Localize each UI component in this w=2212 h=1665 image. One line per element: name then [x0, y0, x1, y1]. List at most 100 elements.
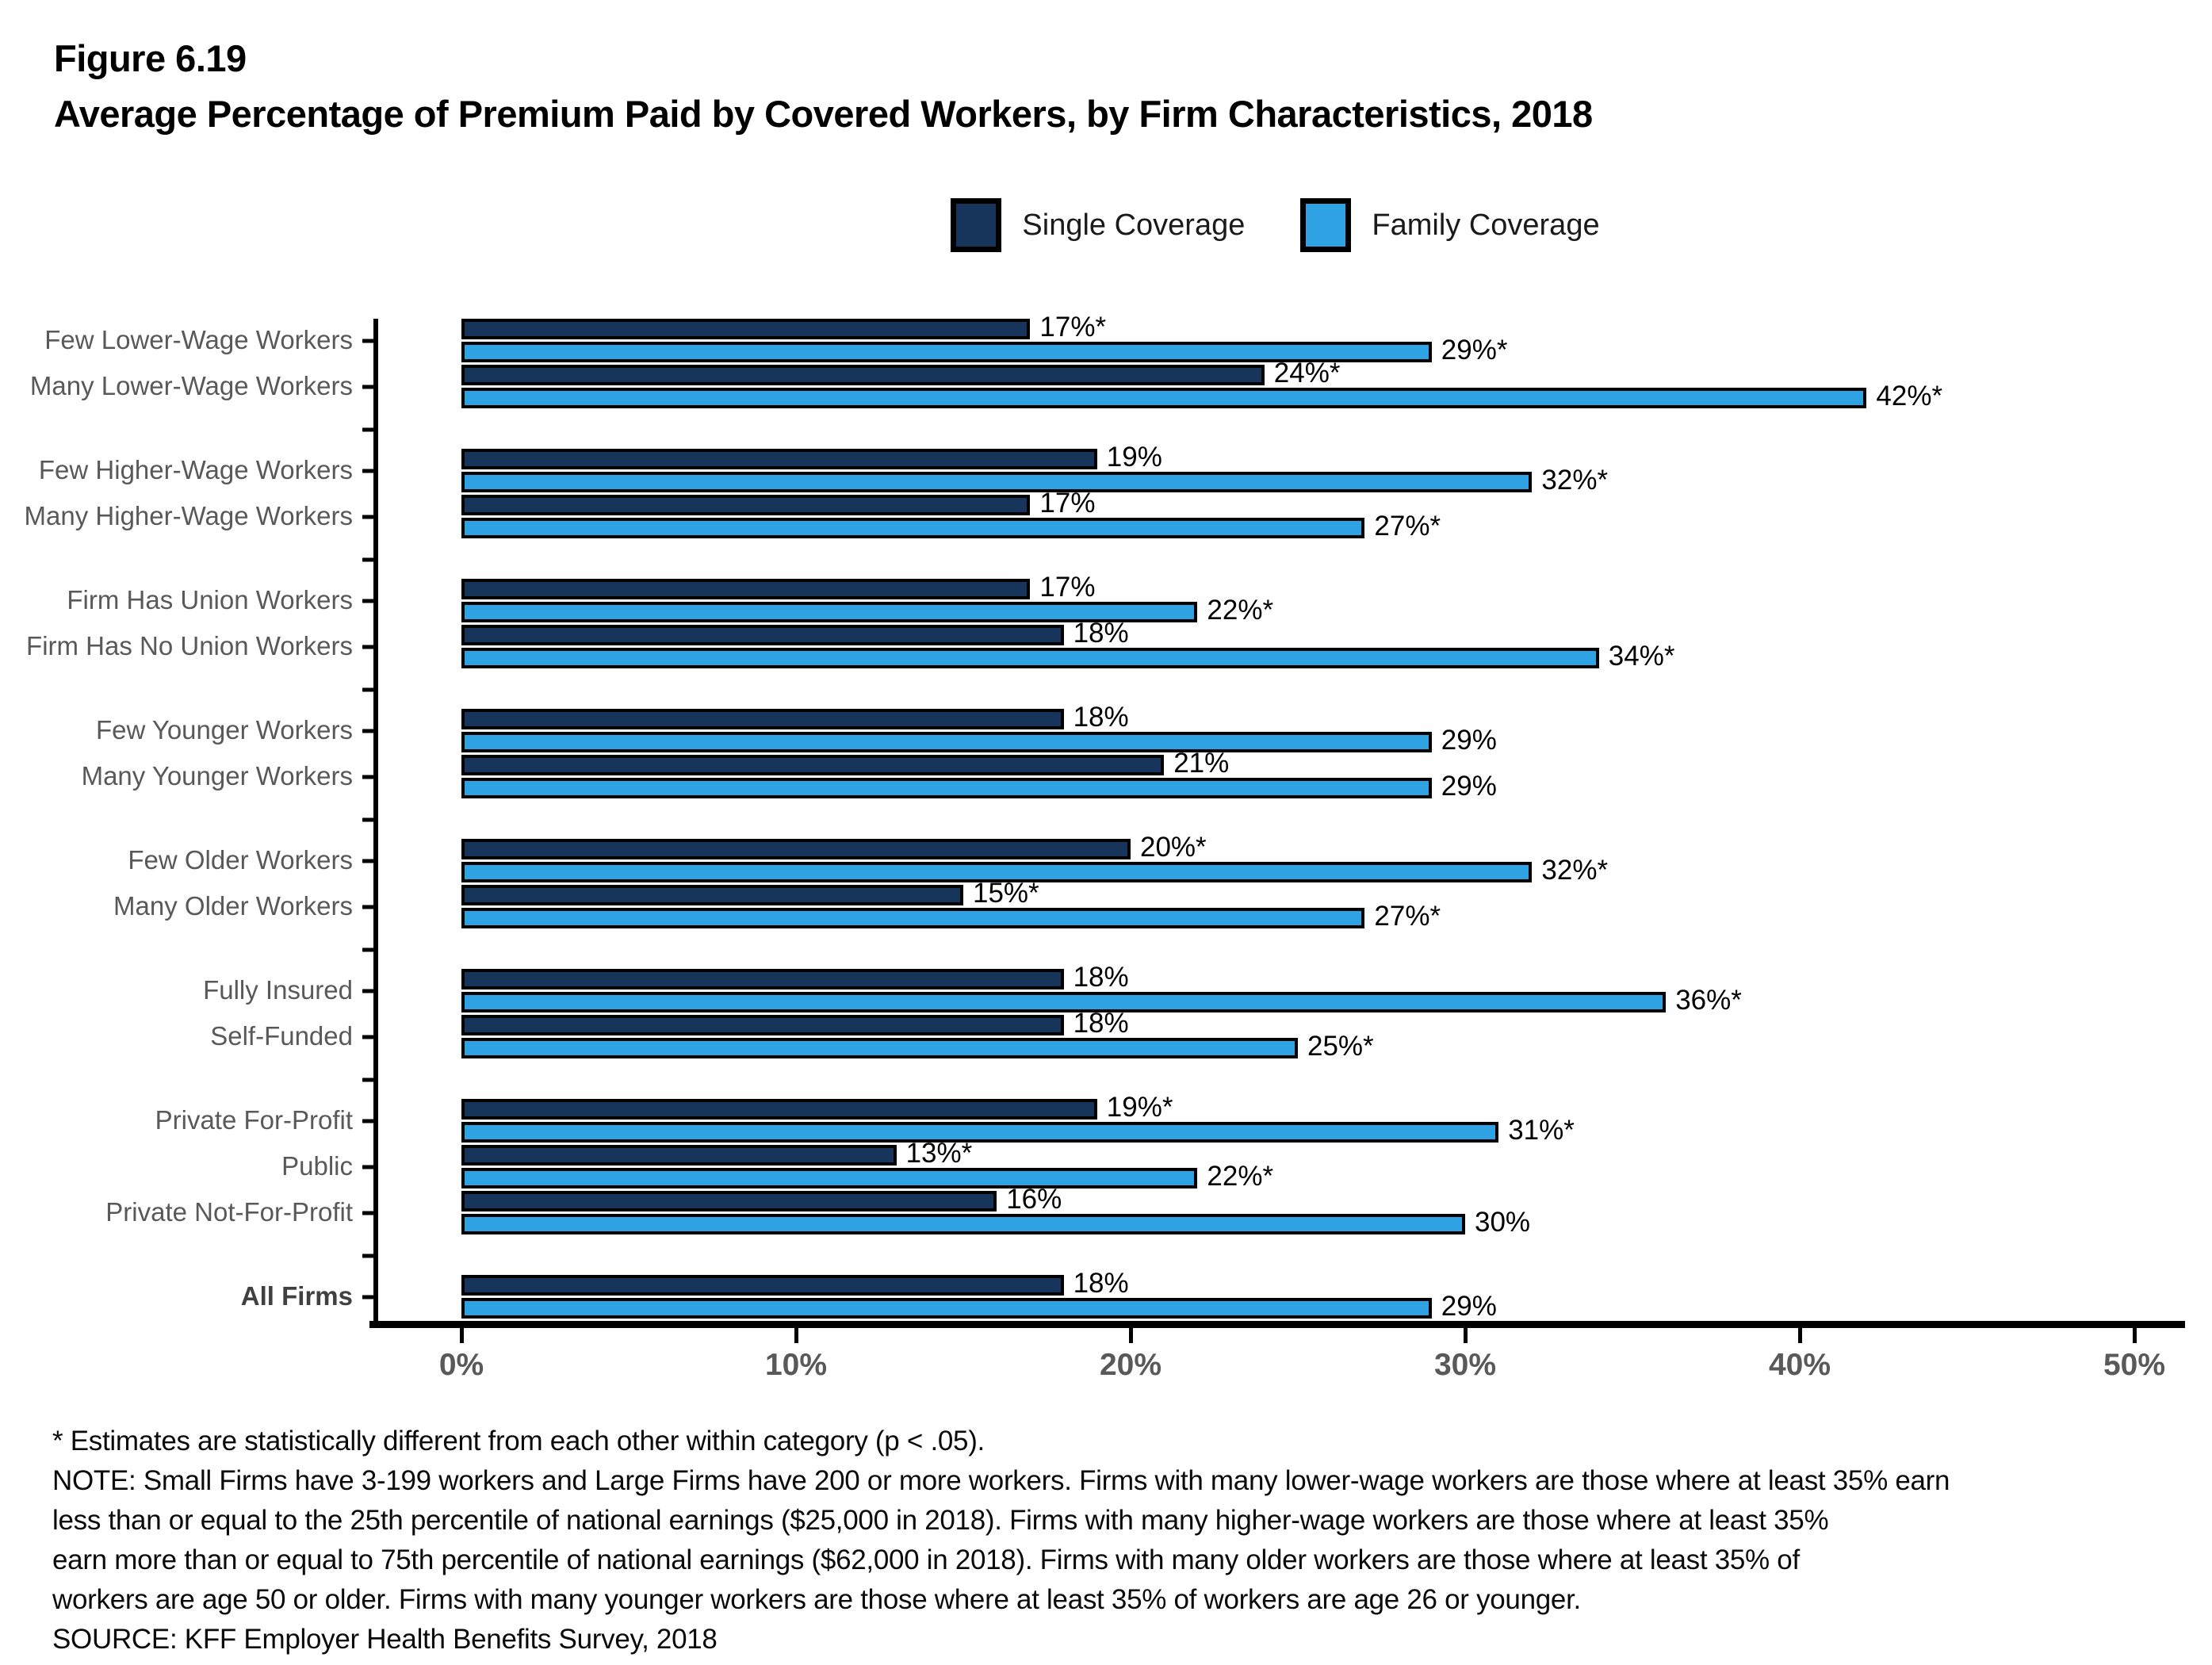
- value-label: 27%*: [1374, 511, 1441, 542]
- single-coverage-bar: [461, 1275, 1064, 1296]
- family-coverage-bar: [461, 1298, 1432, 1319]
- family-coverage-bar: [461, 602, 1198, 622]
- category-row: Few Younger Workers 18% 29%: [0, 702, 2212, 756]
- x-axis-tick: [1464, 1328, 1468, 1343]
- bar-row: 16%: [461, 1184, 1530, 1215]
- category-bars: 18% 29%: [378, 702, 1497, 756]
- bar-row: 22%*: [461, 595, 1273, 626]
- category-label: Few Higher-Wage Workers: [38, 455, 353, 485]
- category-label: Public: [281, 1151, 353, 1181]
- value-label: 25%*: [1307, 1031, 1374, 1062]
- x-axis-tick-label: 30%: [1433, 1348, 1497, 1382]
- family-coverage-bar: [461, 778, 1432, 798]
- value-label: 17%*: [1039, 312, 1107, 343]
- single-coverage-bar: [461, 495, 1031, 515]
- value-label: 36%*: [1675, 985, 1742, 1016]
- figure-title: Average Percentage of Premium Paid by Co…: [54, 93, 1593, 135]
- single-coverage-bar: [461, 625, 1064, 645]
- value-label: 18%: [1073, 618, 1129, 649]
- single-coverage-bar: [461, 839, 1131, 859]
- value-label: 18%: [1073, 1008, 1129, 1039]
- category-row: Public 13%* 22%*: [0, 1138, 2212, 1192]
- footnote-note-line: workers are age 50 or older. Firms with …: [52, 1584, 1581, 1615]
- value-label: 34%*: [1608, 641, 1675, 672]
- y-axis-line: [373, 319, 378, 1321]
- footnote-asterisk-line: * Estimates are statistically different …: [52, 1426, 985, 1456]
- value-label: 19%: [1106, 442, 1162, 473]
- value-label: 18%: [1073, 702, 1129, 733]
- group-gap: [0, 1061, 2212, 1099]
- value-label: 42%*: [1876, 381, 1943, 411]
- y-axis-tick: [362, 645, 373, 649]
- category-label: Few Younger Workers: [95, 715, 353, 745]
- y-axis-tick: [362, 905, 373, 909]
- category-bars: 20%* 32%*: [378, 832, 1608, 886]
- value-label: 22%*: [1207, 1161, 1274, 1192]
- footnote-note-line: earn more than or equal to 75th percenti…: [52, 1544, 1800, 1575]
- footnote-note-line: less than or equal to the 25th percentil…: [52, 1505, 1829, 1536]
- value-label: 17%: [1039, 488, 1096, 519]
- value-label: 20%*: [1140, 832, 1207, 863]
- bar-row: 19%: [461, 442, 1608, 473]
- category-bars: 19% 32%*: [378, 442, 1608, 496]
- value-label: 24%*: [1273, 358, 1341, 388]
- group-gap: [0, 1237, 2212, 1275]
- category-row: Many Lower-Wage Workers 24%* 42%*: [0, 358, 2212, 411]
- bar-row: 34%*: [461, 641, 1674, 672]
- value-label: 19%*: [1106, 1092, 1173, 1123]
- family-coverage-bar: [461, 908, 1365, 928]
- category-bars: 18% 29%: [378, 1268, 1497, 1322]
- value-label: 15%*: [973, 878, 1039, 909]
- category-bars: 17% 22%*: [378, 572, 1273, 626]
- value-label: 30%: [1475, 1207, 1531, 1238]
- single-coverage-bar: [461, 1015, 1064, 1035]
- category-label: Private For-Profit: [155, 1105, 353, 1135]
- single-coverage-bar: [461, 579, 1031, 599]
- y-axis-tick: [362, 1211, 373, 1215]
- y-axis-tick: [362, 1119, 373, 1123]
- family-coverage-bar: [461, 1122, 1499, 1143]
- bar-row: 18%: [461, 1008, 1374, 1039]
- legend-label: Single Coverage: [1022, 208, 1246, 242]
- category-label: Many Younger Workers: [81, 761, 353, 791]
- bar-row: 29%: [461, 1291, 1497, 1322]
- bar-row: 29%: [461, 771, 1497, 802]
- bar-row: 18%: [461, 962, 1742, 993]
- family-coverage-bar: [461, 518, 1365, 538]
- category-bars: 16% 30%: [378, 1184, 1530, 1238]
- value-label: 18%: [1073, 1268, 1129, 1299]
- family-coverage-bar: [461, 732, 1432, 752]
- figure-number: Figure 6.19: [54, 37, 247, 79]
- value-label: 17%: [1039, 572, 1096, 603]
- category-row: Private Not-For-Profit 16% 30%: [0, 1184, 2212, 1238]
- category-bars: 17%* 29%*: [378, 312, 1507, 366]
- category-bars: 17% 27%*: [378, 488, 1441, 542]
- category-row: Many Younger Workers 21% 29%: [0, 748, 2212, 802]
- family-coverage-swatch: [1300, 198, 1352, 252]
- category-label: All Firms: [240, 1281, 353, 1311]
- category-row: Firm Has No Union Workers 18% 34%*: [0, 618, 2212, 672]
- single-coverage-bar: [461, 1191, 997, 1211]
- x-axis-tick-label: 50%: [2103, 1348, 2166, 1382]
- y-axis-tick: [362, 1295, 373, 1299]
- family-coverage-bar: [461, 862, 1533, 882]
- bar-row: 29%: [461, 725, 1497, 756]
- category-bars: 24%* 42%*: [378, 358, 1942, 411]
- legend-item-single-coverage: Single Coverage: [951, 198, 1245, 252]
- bar-row: 27%*: [461, 901, 1441, 932]
- category-label: Few Lower-Wage Workers: [44, 325, 353, 355]
- value-label: 29%: [1441, 725, 1497, 756]
- group-gap: [0, 671, 2212, 709]
- family-coverage-bar: [461, 1214, 1465, 1234]
- bar-row: 17%: [461, 488, 1441, 519]
- y-axis-tick: [362, 687, 373, 692]
- family-coverage-bar: [461, 648, 1599, 668]
- bar-row: 29%*: [461, 335, 1507, 366]
- single-coverage-bar: [461, 709, 1064, 729]
- y-axis-tick: [362, 339, 373, 343]
- category-row: Firm Has Union Workers 17% 22%*: [0, 572, 2212, 626]
- category-row: Many Older Workers 15%* 27%*: [0, 878, 2212, 932]
- footnotes: * Estimates are statistically different …: [52, 1422, 1950, 1659]
- bar-row: 20%*: [461, 832, 1608, 863]
- bar-row: 21%: [461, 748, 1497, 779]
